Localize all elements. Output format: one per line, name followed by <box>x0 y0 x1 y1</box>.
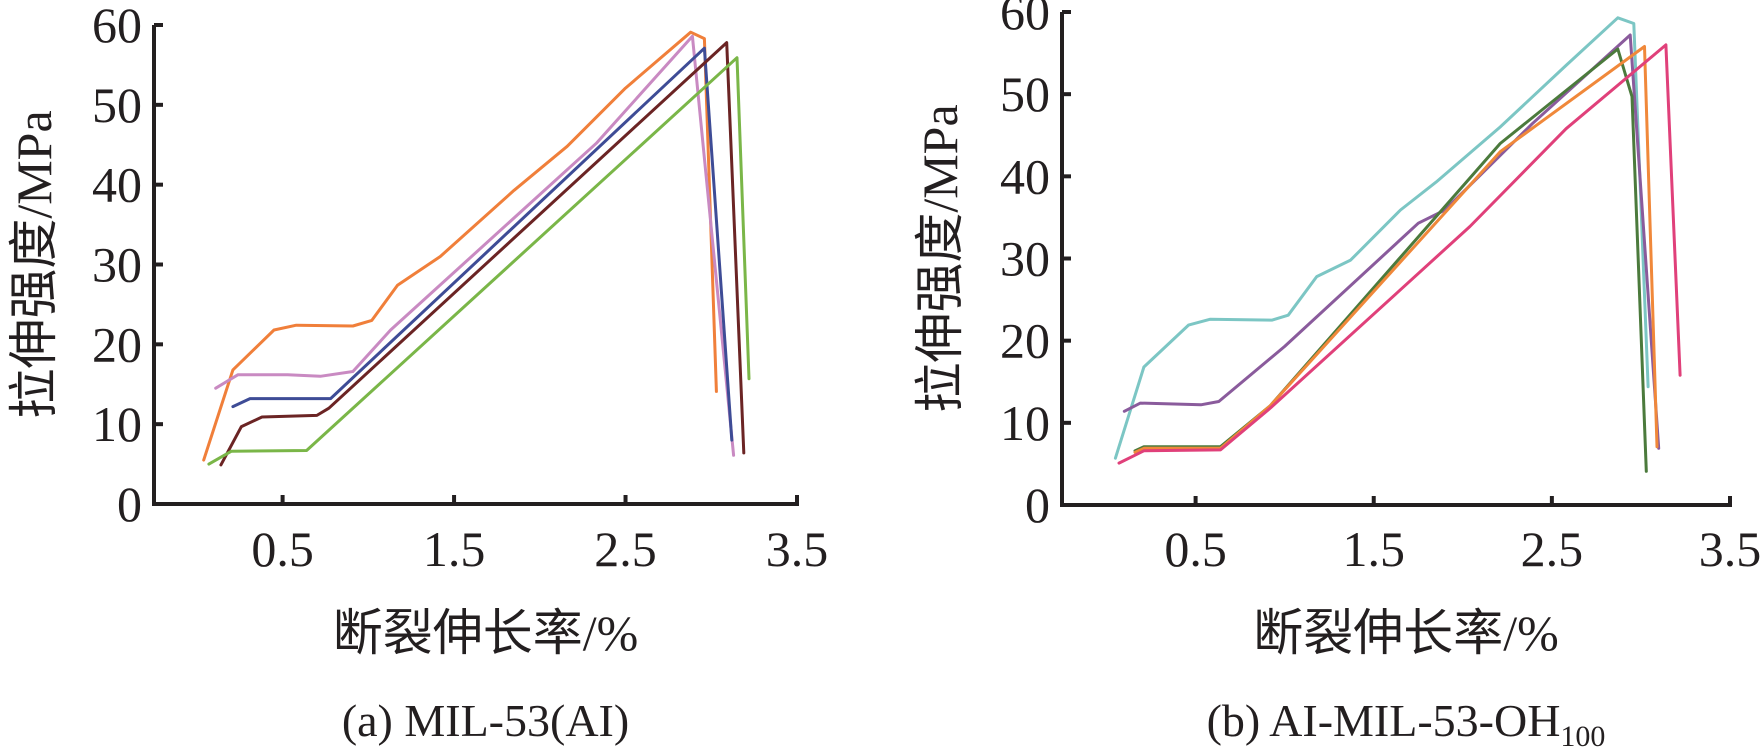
series-line-5 <box>207 56 751 466</box>
x-tick-label: 3.5 <box>1699 521 1761 577</box>
series-line-4 <box>1133 45 1659 454</box>
series-line-3 <box>1133 47 1648 473</box>
series-line-1 <box>202 30 718 462</box>
y-axis-title: 拉伸强度/MPa <box>6 110 62 418</box>
series-line-4 <box>219 41 746 467</box>
x-tick-label: 2.5 <box>1521 521 1584 577</box>
x-tick-label: 0.5 <box>251 521 314 577</box>
y-tick-label: 50 <box>92 77 142 133</box>
y-tick-label: 60 <box>92 0 142 53</box>
y-axis-title: 拉伸强度/MPa <box>912 104 968 412</box>
x-tick-label: 1.5 <box>1342 521 1405 577</box>
series-line-2 <box>214 34 736 457</box>
chart-panel-b: 0 10 20 30 40 50 60 0.5 1.5 2.5 3.5 断裂伸长率/% 拉伸强度/MPa… <box>912 0 1761 753</box>
y-tick-label: 40 <box>1000 148 1050 204</box>
x-tick-label: 2.5 <box>594 521 657 577</box>
caption-text: (b) AI-MIL-53-OH <box>1207 695 1561 746</box>
x-tick-label: 3.5 <box>766 521 829 577</box>
y-tick-label: 10 <box>92 396 142 452</box>
y-tick-label: 0 <box>1025 477 1050 533</box>
caption-subscript: 100 <box>1560 720 1605 753</box>
panel-caption: (b) AI-MIL-53-OH100 <box>1207 695 1606 753</box>
x-axis-title: 断裂伸长率/% <box>1253 605 1559 661</box>
x-axis-title: 断裂伸长率/% <box>333 605 639 661</box>
series-line-5 <box>1117 43 1682 465</box>
y-tick-label: 30 <box>1000 231 1050 287</box>
y-tick-label: 10 <box>1000 395 1050 451</box>
y-tick-label: 30 <box>92 237 142 293</box>
y-tick-label: 0 <box>117 476 142 532</box>
y-tick-label: 20 <box>1000 313 1050 369</box>
y-tick-label: 20 <box>92 316 142 372</box>
series-line-2 <box>1122 33 1661 450</box>
panel-caption: (a) MIL-53(AI) <box>342 695 629 746</box>
series-line-1 <box>1113 16 1650 460</box>
caption-text: (a) MIL-53(AI) <box>342 695 629 746</box>
chart-panel-a: 0 10 20 30 40 50 60 0.5 1.5 2.5 3.5 断裂伸长率/% 拉伸强度/MPa… <box>6 0 828 746</box>
series-line-3 <box>231 46 734 442</box>
y-tick-label: 60 <box>1000 0 1050 40</box>
y-tick-label: 40 <box>92 157 142 213</box>
x-tick-label: 1.5 <box>423 521 486 577</box>
y-tick-label: 50 <box>1000 66 1050 122</box>
x-tick-label: 0.5 <box>1164 521 1227 577</box>
